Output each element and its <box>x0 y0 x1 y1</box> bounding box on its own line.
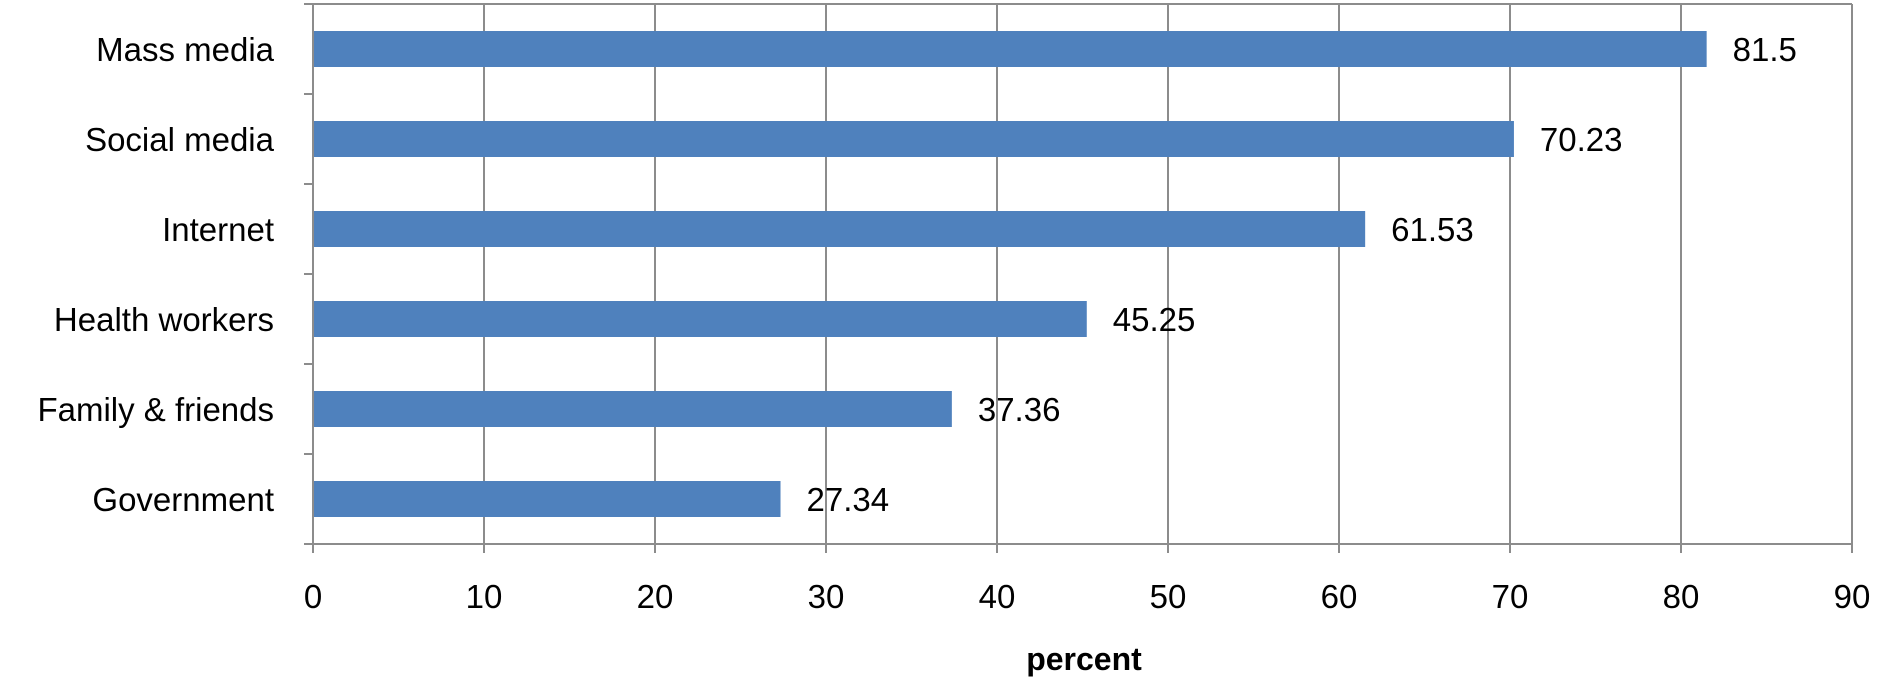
category-label-social-media: Social media <box>85 121 275 158</box>
bar-mass-media <box>313 31 1707 67</box>
data-label-internet: 61.53 <box>1391 211 1474 248</box>
x-tick-label-50: 50 <box>1150 578 1187 615</box>
bars <box>313 31 1707 517</box>
bar-government <box>313 481 781 517</box>
x-tick-label-70: 70 <box>1492 578 1529 615</box>
category-label-government: Government <box>92 481 274 518</box>
axes <box>304 3 1853 553</box>
data-label-mass-media: 81.5 <box>1733 31 1797 68</box>
x-tick-label-0: 0 <box>304 578 322 615</box>
data-label-health-workers: 45.25 <box>1113 301 1196 338</box>
data-label-government: 27.34 <box>807 481 890 518</box>
category-label-health-workers: Health workers <box>54 301 274 338</box>
x-tick-label-40: 40 <box>979 578 1016 615</box>
data-label-social-media: 70.23 <box>1540 121 1623 158</box>
category-label-mass-media: Mass media <box>96 31 275 68</box>
category-label-internet: Internet <box>162 211 274 248</box>
gridlines <box>313 3 1853 544</box>
data-labels: 81.5 70.23 61.53 45.25 37.36 27.34 <box>807 31 1797 518</box>
x-axis-title: percent <box>1026 641 1142 677</box>
bar-family-friends <box>313 391 952 427</box>
x-tick-label-10: 10 <box>466 578 503 615</box>
bar-internet <box>313 211 1366 247</box>
x-tick-label-30: 30 <box>808 578 845 615</box>
bar-health-workers <box>313 301 1087 337</box>
category-labels: Mass media Social media Internet Health wor… <box>37 31 274 518</box>
x-tick-label-20: 20 <box>637 578 674 615</box>
x-tick-label-90: 90 <box>1834 578 1871 615</box>
x-tick-labels: 0 10 20 30 40 50 60 70 80 90 <box>304 578 1871 615</box>
data-label-family-friends: 37.36 <box>978 391 1061 428</box>
category-label-family-friends: Family & friends <box>37 391 274 428</box>
x-tick-label-80: 80 <box>1663 578 1700 615</box>
x-tick-label-60: 60 <box>1321 578 1358 615</box>
bar-social-media <box>313 121 1514 157</box>
